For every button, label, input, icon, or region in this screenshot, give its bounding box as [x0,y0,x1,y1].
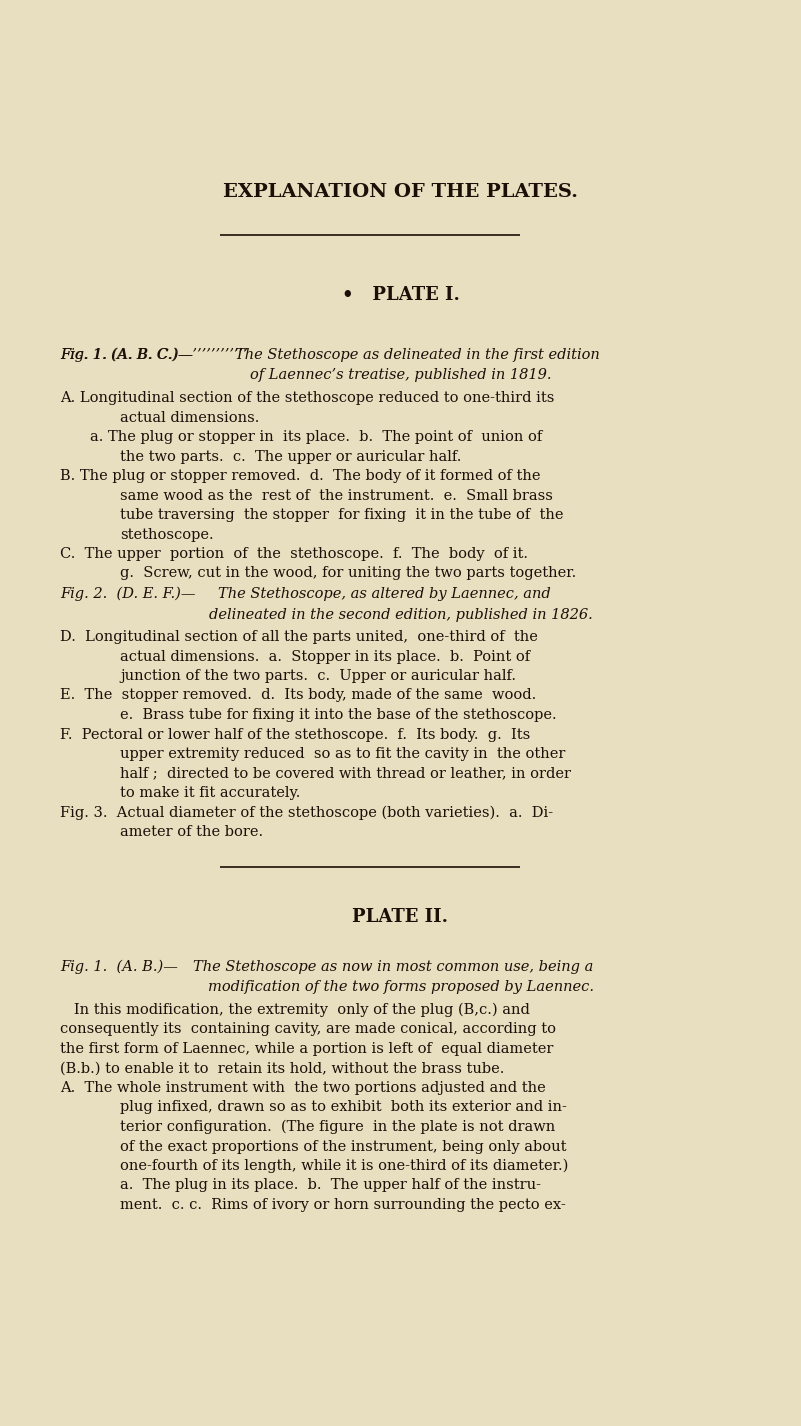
Text: of Laennec’s treatise, published in 1819.: of Laennec’s treatise, published in 1819… [250,368,551,382]
Text: Fig. 3.  Actual diameter of the stethoscope (both varieties).  a.  Di-: Fig. 3. Actual diameter of the stethosco… [60,806,553,820]
Text: plug infixed, drawn so as to exhibit  both its exterior and in-: plug infixed, drawn so as to exhibit bot… [120,1101,567,1115]
Text: e.  Brass tube for fixing it into the base of the stethoscope.: e. Brass tube for fixing it into the bas… [120,707,557,722]
Text: one-fourth of its length, while it is one-third of its diameter.): one-fourth of its length, while it is on… [120,1159,569,1174]
Text: (B.b.) to enable it to  retain its hold, without the brass tube.: (B.b.) to enable it to retain its hold, … [60,1061,505,1075]
Text: delineated in the second edition, published in 1826.: delineated in the second edition, publis… [208,607,593,622]
Text: Fig. 2.  (D. E. F.)—: Fig. 2. (D. E. F.)— [60,588,195,602]
Text: In this modification, the extremity  only of the plug (B,c.) and: In this modification, the extremity only… [60,1002,530,1017]
Text: consequently its  containing cavity, are made conical, according to: consequently its containing cavity, are … [60,1022,556,1037]
Text: B. The plug or stopper removed.  d.  The body of it formed of the: B. The plug or stopper removed. d. The b… [60,469,541,483]
Text: EXPLANATION OF THE PLATES.: EXPLANATION OF THE PLATES. [223,183,578,201]
Text: stethoscope.: stethoscope. [120,528,214,542]
Text: the first form of Laennec, while a portion is left of  equal diameter: the first form of Laennec, while a porti… [60,1042,553,1057]
Text: tube traversing  the stopper  for fixing  it in the tube of  the: tube traversing the stopper for fixing i… [120,508,563,522]
Text: half ;  directed to be covered with thread or leather, in order: half ; directed to be covered with threa… [120,767,571,780]
Text: junction of the two parts.  c.  Upper or auricular half.: junction of the two parts. c. Upper or a… [120,669,516,683]
Text: a. The plug or stopper in  its place.  b.  The point of  union of: a. The plug or stopper in its place. b. … [90,431,542,443]
Text: A.  The whole instrument with  the two portions adjusted and the: A. The whole instrument with the two por… [60,1081,545,1095]
Text: ameter of the bore.: ameter of the bore. [120,826,263,838]
Text: The Stethoscope, as altered by Laennec, and: The Stethoscope, as altered by Laennec, … [218,588,551,600]
Text: actual dimensions.  a.  Stopper in its place.  b.  Point of: actual dimensions. a. Stopper in its pla… [120,649,530,663]
Text: •   PLATE I.: • PLATE I. [341,287,460,304]
Text: F.  Pectoral or lower half of the stethoscope.  f.  Its body.  g.  Its: F. Pectoral or lower half of the stethos… [60,727,530,742]
Text: Fig. 1.  (A. B.)—: Fig. 1. (A. B.)— [60,960,178,974]
Text: g.  Screw, cut in the wood, for uniting the two parts together.: g. Screw, cut in the wood, for uniting t… [120,566,576,580]
Text: the two parts.  c.  The upper or auricular half.: the two parts. c. The upper or auricular… [120,449,461,463]
Text: ment.  c. c.  Rims of ivory or horn surrounding the pecto ex-: ment. c. c. Rims of ivory or horn surrou… [120,1198,566,1212]
Text: a.  The plug in its place.  b.  The upper half of the instru-: a. The plug in its place. b. The upper h… [120,1178,541,1192]
Text: C.  The upper  portion  of  the  stethoscope.  f.  The  body  of it.: C. The upper portion of the stethoscope.… [60,548,528,560]
Text: of the exact proportions of the instrument, being only about: of the exact proportions of the instrume… [120,1139,566,1154]
Text: same wood as the  rest of  the instrument.  e.  Small brass: same wood as the rest of the instrument.… [120,489,553,502]
Text: Fig. 1. (A. B. C.)—: Fig. 1. (A. B. C.)— [60,348,193,362]
Text: A. Longitudinal section of the stethoscope reduced to one-third its: A. Longitudinal section of the stethosco… [60,391,554,405]
Text: D.  Longitudinal section of all the parts united,  one-third of  the: D. Longitudinal section of all the parts… [60,630,538,645]
Text: terior configuration.  (The figure  in the plate is not drawn: terior configuration. (The figure in the… [120,1119,555,1134]
Text: modification of the two forms proposed by Laennec.: modification of the two forms proposed b… [207,981,594,994]
Text: The Stethoscope as now in most common use, being a: The Stethoscope as now in most common us… [193,960,594,974]
Text: upper extremity reduced  so as to fit the cavity in  the other: upper extremity reduced so as to fit the… [120,747,566,761]
Text: PLATE II.: PLATE II. [352,908,449,925]
Text: E.  The  stopper removed.  d.  Its body, made of the same  wood.: E. The stopper removed. d. Its body, mad… [60,689,536,703]
Text: The Stethoscope as delineated in the first edition: The Stethoscope as delineated in the fir… [235,348,600,362]
Text: Fɪɢ. 1. (A. B. C.)—’’’’’’’’’’’’: Fɪɢ. 1. (A. B. C.)—’’’’’’’’’’’’ [60,348,248,362]
Text: to make it fit accurately.: to make it fit accurately. [120,786,300,800]
Text: actual dimensions.: actual dimensions. [120,411,260,425]
